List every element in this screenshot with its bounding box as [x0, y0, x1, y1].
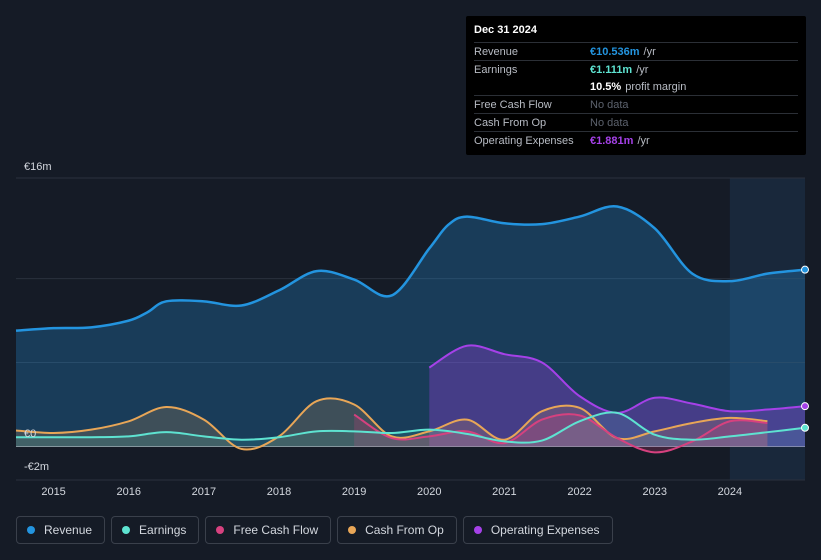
x-tick-label: 2021 — [492, 486, 516, 498]
tooltip-unit: /yr — [643, 45, 656, 58]
tooltip-unit: profit margin — [625, 80, 687, 93]
cash-from-op-line — [15, 397, 768, 451]
y-label-zero: €0 — [24, 428, 36, 440]
x-tick-label: 2023 — [642, 486, 666, 498]
tooltip-row-revenue: Revenue €10.536m /yr — [474, 42, 798, 60]
x-axis: 2015 2016 2017 2018 2019 2020 2021 2022 2023 2024 — [41, 486, 742, 498]
legend-label: Cash From Op — [365, 523, 444, 537]
tooltip-unit: /yr — [637, 134, 650, 147]
tooltip-row-margin: 10.5% profit margin — [474, 78, 798, 95]
tooltip: Dec 31 2024 Revenue €10.536m /yr Earning… — [466, 16, 806, 155]
earnings-dot-icon — [122, 526, 131, 534]
tooltip-value-free-cash-flow: No data — [590, 98, 629, 111]
tooltip-value-earnings: €1.111m — [590, 63, 633, 76]
tooltip-row-free-cash-flow: Free Cash Flow No data — [474, 95, 798, 113]
series-lines — [15, 205, 806, 454]
earnings-line — [16, 411, 806, 444]
legend: Revenue Earnings Free Cash Flow Cash Fro… — [16, 516, 613, 546]
legend-label: Earnings — [139, 523, 187, 537]
x-tick-label: 2017 — [192, 486, 216, 498]
tooltip-row-cash-from-op: Cash From Op No data — [474, 113, 798, 131]
revenue-endpoint — [801, 265, 809, 274]
legend-label: Operating Expenses — [490, 523, 600, 537]
tooltip-label: Free Cash Flow — [474, 98, 552, 111]
chart-svg: €16m €0 -€2m 2015 2016 2017 2018 2019 2020 202… — [15, 161, 809, 498]
y-label-top: €16m — [24, 161, 52, 173]
tooltip-date: Dec 31 2024 — [474, 24, 537, 36]
revenue-area — [16, 206, 805, 447]
legend-label: Revenue — [44, 523, 93, 537]
x-tick-label: 2015 — [41, 486, 65, 498]
gridlines — [16, 177, 805, 481]
legend-item-revenue[interactable]: Revenue — [16, 516, 106, 544]
tooltip-value-margin: 10.5% — [590, 80, 622, 93]
x-tick-label: 2022 — [567, 486, 591, 498]
operating-expenses-endpoint — [801, 402, 809, 411]
tooltip-value-operating-expenses: €1.881m — [590, 134, 634, 147]
series-endpoints — [801, 265, 809, 432]
series-areas — [16, 206, 805, 453]
x-tick-label: 2019 — [342, 486, 366, 498]
tooltip-label: Cash From Op — [474, 116, 547, 129]
x-tick-label: 2018 — [267, 486, 291, 498]
legend-item-earnings[interactable]: Earnings — [111, 516, 200, 544]
tooltip-label: Revenue — [474, 45, 519, 58]
cash-from-op-dot-icon — [348, 526, 357, 534]
legend-item-free-cash-flow[interactable]: Free Cash Flow — [205, 516, 332, 544]
operating-expenses-area — [429, 345, 805, 447]
x-tick-label: 2020 — [417, 486, 441, 498]
y-label-bottom: -€2m — [24, 461, 49, 473]
tooltip-row-earnings: Earnings €1.111m /yr — [474, 60, 798, 78]
tooltip-unit: /yr — [636, 63, 649, 76]
x-tick-label: 2024 — [718, 486, 742, 498]
tooltip-value-revenue: €10.536m — [590, 45, 640, 58]
tooltip-value-cash-from-op: No data — [590, 116, 629, 129]
legend-label: Free Cash Flow — [233, 523, 319, 537]
x-tick-label: 2016 — [116, 486, 140, 498]
operating-expenses-dot-icon — [473, 526, 482, 534]
legend-item-cash-from-op[interactable]: Cash From Op — [337, 516, 457, 544]
revenue-line — [15, 205, 806, 332]
revenue-dot-icon — [27, 526, 35, 534]
legend-item-operating-expenses[interactable]: Operating Expenses — [462, 516, 613, 544]
tooltip-label: Earnings — [474, 63, 518, 76]
free-cash-flow-dot-icon — [216, 526, 225, 534]
tooltip-label: Operating Expenses — [474, 134, 574, 147]
tooltip-row-operating-expenses: Operating Expenses €1.881m /yr — [474, 131, 798, 149]
earnings-endpoint — [801, 423, 809, 432]
free-cash-flow-area — [354, 414, 768, 453]
